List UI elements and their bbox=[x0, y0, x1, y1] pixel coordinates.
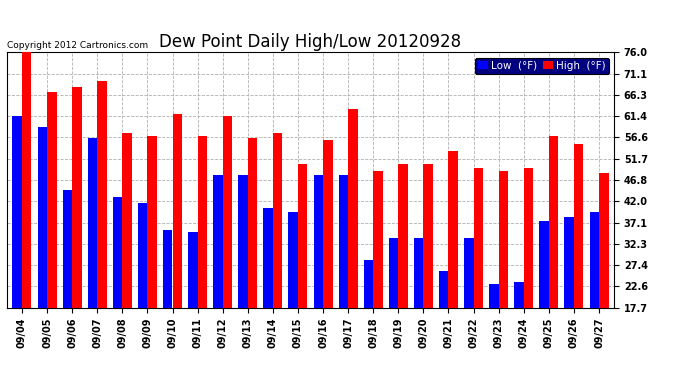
Bar bbox=[540, 221, 549, 375]
Bar bbox=[264, 208, 273, 375]
Bar bbox=[72, 87, 81, 375]
Bar bbox=[499, 171, 509, 375]
Bar bbox=[448, 151, 458, 375]
Bar bbox=[414, 238, 424, 375]
Bar bbox=[63, 190, 72, 375]
Bar bbox=[298, 164, 308, 375]
Bar bbox=[473, 168, 483, 375]
Bar bbox=[88, 138, 97, 375]
Bar bbox=[213, 175, 223, 375]
Bar bbox=[112, 197, 122, 375]
Bar bbox=[148, 136, 157, 375]
Title: Dew Point Daily High/Low 20120928: Dew Point Daily High/Low 20120928 bbox=[159, 33, 462, 51]
Bar bbox=[323, 140, 333, 375]
Bar bbox=[388, 238, 398, 375]
Bar bbox=[12, 116, 22, 375]
Bar bbox=[238, 175, 248, 375]
Bar bbox=[464, 238, 473, 375]
Bar bbox=[514, 282, 524, 375]
Bar bbox=[47, 92, 57, 375]
Bar bbox=[348, 110, 357, 375]
Bar bbox=[163, 230, 172, 375]
Bar bbox=[138, 203, 148, 375]
Bar bbox=[364, 260, 373, 375]
Bar bbox=[489, 284, 499, 375]
Bar bbox=[574, 144, 584, 375]
Legend: Low  (°F), High  (°F): Low (°F), High (°F) bbox=[475, 58, 609, 74]
Bar bbox=[549, 136, 558, 375]
Bar bbox=[339, 175, 348, 375]
Text: Copyright 2012 Cartronics.com: Copyright 2012 Cartronics.com bbox=[7, 41, 148, 50]
Bar bbox=[273, 134, 282, 375]
Bar bbox=[313, 175, 323, 375]
Bar bbox=[599, 173, 609, 375]
Bar bbox=[524, 168, 533, 375]
Bar bbox=[564, 216, 574, 375]
Bar bbox=[589, 212, 599, 375]
Bar bbox=[424, 164, 433, 375]
Bar bbox=[223, 116, 233, 375]
Bar bbox=[439, 271, 449, 375]
Bar bbox=[188, 232, 197, 375]
Bar bbox=[37, 127, 47, 375]
Bar bbox=[122, 134, 132, 375]
Bar bbox=[172, 114, 182, 375]
Bar bbox=[373, 171, 383, 375]
Bar bbox=[288, 212, 298, 375]
Bar bbox=[22, 53, 32, 375]
Bar bbox=[97, 81, 107, 375]
Bar bbox=[197, 136, 207, 375]
Bar bbox=[248, 138, 257, 375]
Bar bbox=[398, 164, 408, 375]
